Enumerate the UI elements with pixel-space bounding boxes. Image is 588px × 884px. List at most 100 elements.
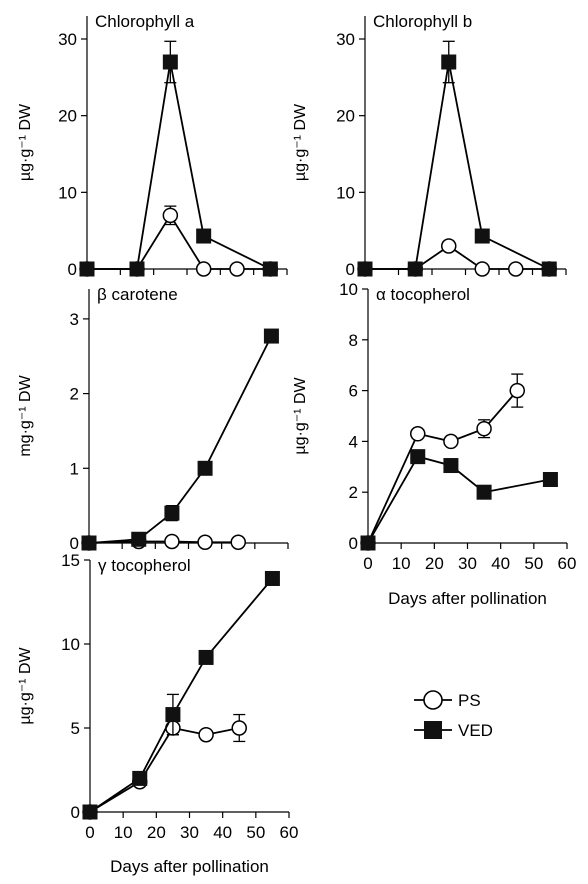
- data-point: [79, 261, 95, 277]
- series-ps: [79, 205, 279, 277]
- y-tick-label: 1: [70, 459, 79, 478]
- series-line: [89, 577, 274, 813]
- data-point: [162, 54, 178, 70]
- data-point: [264, 570, 280, 586]
- series-line: [87, 213, 271, 270]
- y-tick-label: 0: [349, 534, 358, 553]
- y-tick-label: 0: [71, 803, 80, 822]
- data-point: [132, 770, 148, 786]
- data-point: [263, 328, 279, 344]
- data-point: [229, 261, 245, 277]
- y-tick-label: 10: [339, 280, 358, 299]
- x-tick-label: 0: [363, 554, 372, 573]
- y-axis-label: µg·g⁻¹ DW: [292, 376, 309, 454]
- data-point: [165, 707, 181, 723]
- y-tick-label: 30: [336, 30, 355, 49]
- y-tick-label: 6: [349, 382, 358, 401]
- data-point: [410, 426, 426, 442]
- data-point: [407, 261, 423, 277]
- x-tick-label: 0: [85, 823, 94, 842]
- x-tick-label: 40: [491, 554, 510, 573]
- data-point: [162, 207, 179, 224]
- data-point: [131, 531, 147, 547]
- y-axis-label: mg·g⁻¹ DW: [17, 374, 34, 456]
- x-tick-label: 10: [114, 823, 133, 842]
- x-tick-label: 20: [147, 823, 166, 842]
- y-tick-label: 0: [70, 534, 79, 553]
- series-ved: [82, 570, 280, 820]
- y-tick-label: 15: [61, 551, 80, 570]
- x-axis-label: Days after pollination: [110, 857, 269, 876]
- y-axis-label: µg·g⁻¹ DW: [17, 646, 34, 724]
- series-ved: [357, 40, 557, 277]
- legend: PS VED: [414, 690, 493, 740]
- y-tick-label: 2: [70, 385, 79, 404]
- panel-title: Chlorophyll b: [373, 12, 472, 31]
- y-tick-label: 5: [71, 719, 80, 738]
- data-point: [82, 804, 98, 820]
- data-point: [474, 261, 490, 277]
- data-point: [164, 505, 180, 521]
- data-point: [443, 458, 459, 474]
- data-point: [197, 460, 213, 476]
- y-tick-label: 10: [58, 183, 77, 202]
- data-point: [476, 484, 492, 500]
- data-point: [195, 261, 212, 277]
- series-ved: [81, 328, 279, 551]
- series-ps: [360, 373, 525, 551]
- x-tick-label: 30: [458, 554, 477, 573]
- data-point: [476, 420, 492, 437]
- series-line: [88, 335, 273, 544]
- data-point: [230, 534, 246, 551]
- x-tick-label: 60: [280, 823, 299, 842]
- y-tick-label: 0: [68, 260, 77, 279]
- panel-b-carotene: 0 1 2 3 β carotene mg·g⁻¹ DW: [17, 285, 289, 553]
- series-line: [87, 61, 271, 270]
- data-point: [441, 54, 457, 70]
- data-point: [81, 535, 97, 551]
- x-axis-label: Days after pollination: [388, 589, 547, 608]
- series-line: [367, 455, 551, 544]
- data-point: [198, 649, 214, 665]
- panel-title: β carotene: [97, 285, 178, 304]
- series-line: [367, 390, 518, 544]
- legend-ved-marker: [424, 721, 442, 739]
- x-tick-label: 60: [558, 554, 577, 573]
- data-point: [441, 238, 457, 254]
- y-tick-label: 3: [70, 310, 79, 329]
- data-point: [197, 534, 213, 551]
- legend-ved-label: VED: [458, 721, 493, 740]
- y-tick-label: 2: [349, 483, 358, 502]
- series-ved: [79, 40, 278, 277]
- panel-title: Chlorophyll a: [95, 12, 195, 31]
- data-point: [474, 228, 490, 244]
- x-tick-label: 20: [425, 554, 444, 573]
- data-point: [410, 449, 426, 465]
- legend-ps-label: PS: [458, 691, 481, 710]
- y-tick-label: 8: [349, 331, 358, 350]
- data-point: [541, 261, 557, 277]
- y-axis-label: µg·g⁻¹ DW: [17, 103, 34, 181]
- data-point: [357, 261, 373, 277]
- x-tick-label: 40: [213, 823, 232, 842]
- y-tick-label: 30: [58, 30, 77, 49]
- y-axis-label: µg·g⁻¹ DW: [292, 103, 309, 181]
- panel-title: α tocopherol: [376, 285, 470, 304]
- panel-title: γ tocopherol: [98, 556, 191, 575]
- data-point: [360, 535, 376, 551]
- data-point: [509, 382, 525, 399]
- series-line: [365, 61, 550, 270]
- legend-ps-marker: [423, 690, 443, 710]
- panel-chl-b: 0 10 20 30 Chlorophyll b µg·g⁻¹ DW: [292, 12, 567, 279]
- data-point: [231, 720, 247, 736]
- y-tick-label: 20: [336, 107, 355, 126]
- data-point: [542, 472, 558, 487]
- data-point: [443, 433, 459, 450]
- panel-a-tocopherol: 0 2 4 6 8 10 0 10 20 30 40 50 60 α tocopherol µg·g⁻¹ D…: [292, 280, 576, 608]
- data-point: [508, 261, 524, 277]
- data-point: [129, 261, 145, 277]
- y-tick-label: 10: [336, 183, 355, 202]
- y-tick-label: 20: [58, 107, 77, 126]
